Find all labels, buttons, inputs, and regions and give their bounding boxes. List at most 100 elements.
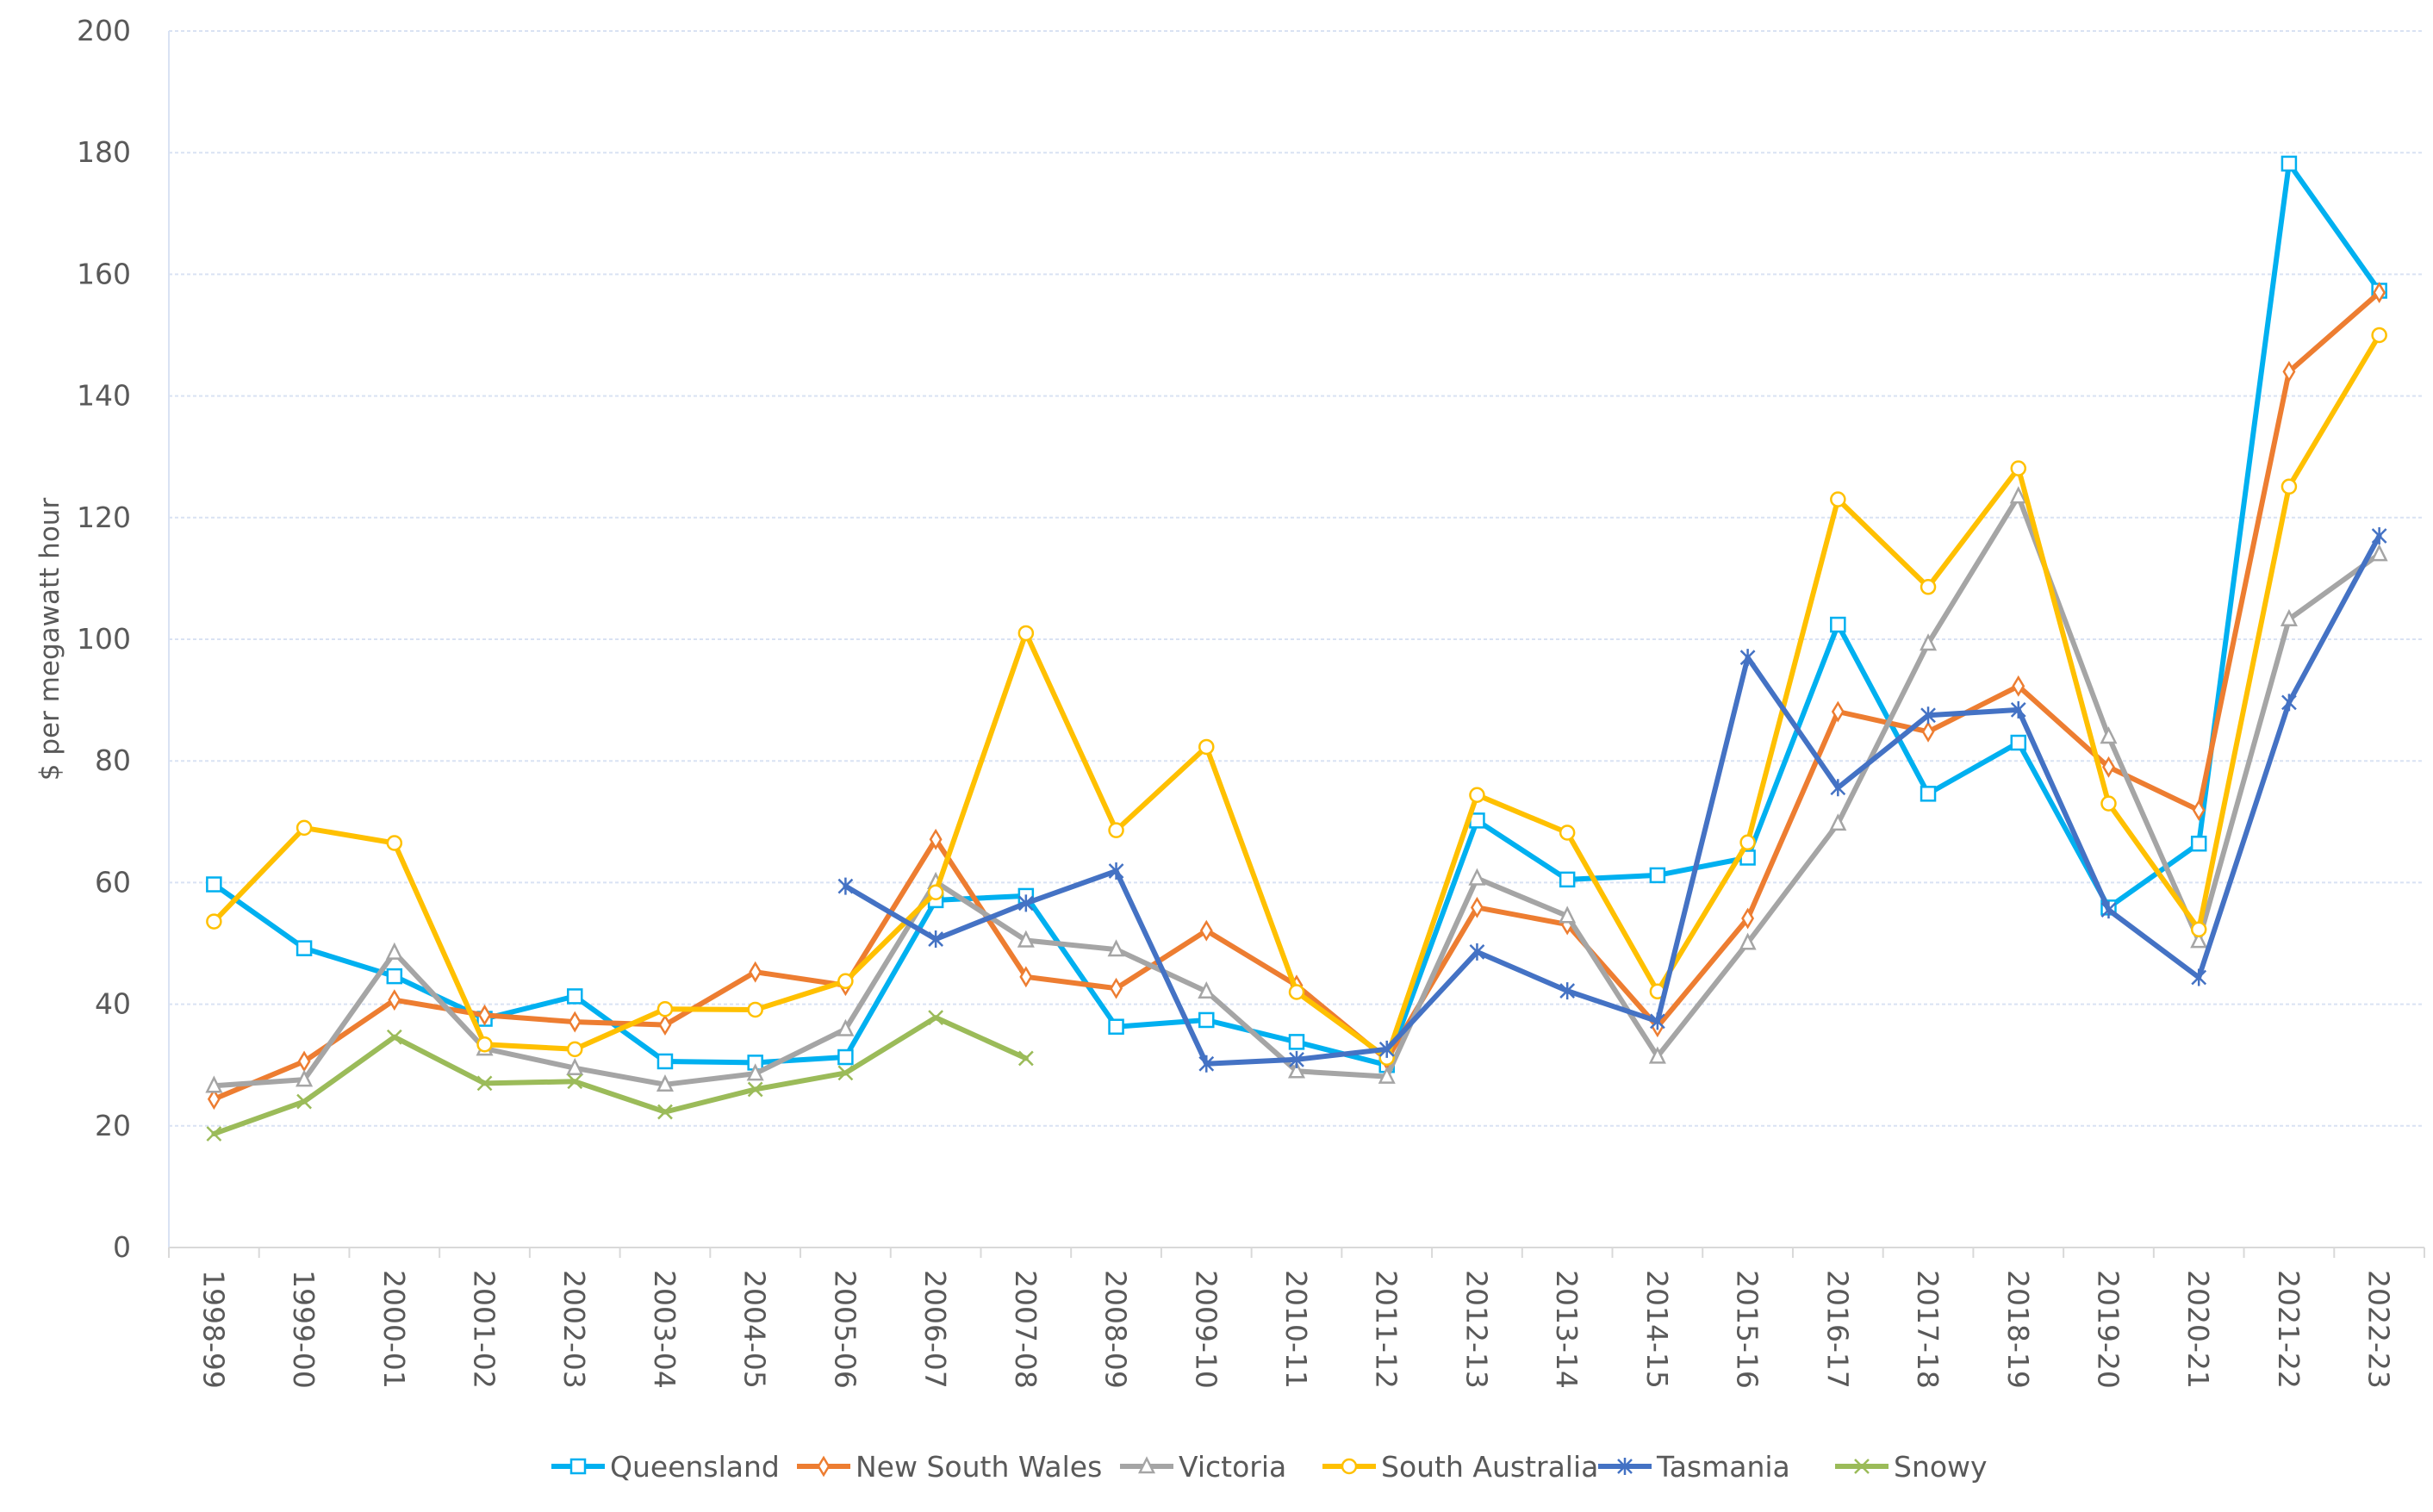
legend-label: Queensland — [610, 1450, 780, 1484]
data-point-new-south-wales — [2373, 282, 2386, 304]
data-point-south-australia — [2281, 478, 2298, 495]
x-tick-label: 2017-18 — [1911, 1270, 1945, 1389]
data-point-queensland — [1559, 871, 1576, 888]
series-south-australia — [206, 327, 2387, 1066]
data-point-south-australia — [927, 884, 944, 900]
legend-label: New South Wales — [856, 1450, 1102, 1484]
data-point-victoria — [385, 942, 403, 960]
data-point-new-south-wales — [478, 1004, 491, 1026]
x-tick-label: 2010-11 — [1279, 1270, 1313, 1389]
data-point-south-australia — [1198, 738, 1215, 756]
data-point-new-south-wales — [388, 989, 401, 1011]
y-tick-label: 20 — [95, 1109, 131, 1142]
data-point-tasmania — [2371, 526, 2387, 544]
data-point-victoria — [1468, 868, 1486, 886]
x-tick-label: 2002-03 — [557, 1270, 591, 1389]
y-tick-label: 60 — [95, 865, 131, 899]
data-point-tasmania — [2100, 901, 2117, 919]
data-point-tasmania — [1378, 1040, 1395, 1058]
legend-marker-x — [1854, 1459, 1870, 1474]
series-victoria — [205, 486, 2388, 1093]
x-tick-label: 2007-08 — [1009, 1270, 1042, 1389]
data-point-tasmania — [837, 877, 854, 895]
data-point-victoria — [205, 1075, 223, 1093]
data-point-new-south-wales — [297, 1050, 311, 1073]
data-point-victoria — [2280, 608, 2298, 626]
legend-label: Tasmania — [1656, 1450, 1790, 1484]
x-tick-label: 2020-21 — [2181, 1270, 2215, 1389]
x-tick-label: 2016-17 — [1820, 1270, 1854, 1389]
legend-label: South Australia — [1381, 1450, 1598, 1484]
x-tick-label: 2022-23 — [2362, 1270, 2396, 1389]
y-tick-label: 120 — [77, 501, 131, 534]
data-point-tasmania — [1649, 1012, 1665, 1030]
data-point-new-south-wales — [1921, 720, 1935, 743]
data-point-tasmania — [1920, 706, 1936, 725]
data-point-victoria — [1198, 980, 1216, 999]
data-point-tasmania — [1289, 1050, 1304, 1068]
data-point-new-south-wales — [2192, 799, 2206, 821]
data-point-snowy — [1017, 1050, 1034, 1067]
data-point-queensland — [2190, 835, 2207, 852]
x-axis-ticks: 1998-99 1999-00 2000-01 2001-02 2002-03 2003-… — [196, 1270, 2395, 1389]
data-point-victoria — [1378, 1066, 1396, 1084]
data-point-victoria — [1648, 1046, 1666, 1064]
data-point-new-south-wales — [1199, 919, 1213, 942]
legend-item-new-south-wales: New South Wales — [797, 1450, 1102, 1484]
x-tick-label: 2019-20 — [2091, 1270, 2125, 1389]
data-point-south-australia — [1739, 834, 1756, 851]
data-point-queensland — [566, 988, 583, 1005]
data-point-victoria — [1829, 813, 1847, 831]
y-tick-label: 100 — [77, 622, 131, 656]
data-point-south-australia — [2100, 795, 2117, 812]
gridlines — [168, 30, 2425, 1258]
legend-item-snowy: Snowy — [1835, 1450, 1988, 1484]
data-point-south-australia — [656, 1000, 674, 1017]
data-point-south-australia — [206, 913, 222, 930]
data-point-south-australia — [1288, 984, 1305, 1000]
data-point-new-south-wales — [749, 961, 762, 983]
data-point-tasmania — [2191, 968, 2207, 986]
data-point-new-south-wales — [207, 1088, 221, 1111]
x-tick-label: 2009-10 — [1189, 1270, 1223, 1389]
data-point-queensland — [206, 876, 222, 893]
data-point-south-australia — [1017, 625, 1035, 642]
legend-label: Snowy — [1894, 1450, 1988, 1484]
data-point-new-south-wales — [1110, 977, 1123, 999]
data-point-snowy — [567, 1073, 583, 1090]
x-tick-label: 2005-06 — [828, 1270, 862, 1389]
y-tick-label: 140 — [77, 379, 131, 413]
data-point-new-south-wales — [568, 1011, 582, 1033]
legend-item-queensland: Queensland — [551, 1450, 780, 1484]
x-tick-label: 2000-01 — [377, 1270, 411, 1389]
x-tick-label: 2004-05 — [738, 1270, 772, 1389]
legend-marker-star — [1617, 1458, 1633, 1475]
y-tick-label: 40 — [95, 987, 131, 1021]
legend-label: Victoria — [1179, 1450, 1286, 1484]
data-point-victoria — [2190, 930, 2208, 949]
x-tick-label: 2018-19 — [2001, 1270, 2035, 1389]
data-point-new-south-wales — [1831, 700, 1845, 723]
data-point-new-south-wales — [2102, 756, 2115, 778]
data-point-new-south-wales — [1019, 966, 1033, 988]
data-point-south-australia — [1108, 822, 1124, 838]
data-point-south-australia — [1920, 579, 1937, 595]
data-point-victoria — [566, 1057, 584, 1075]
data-point-south-australia — [566, 1041, 583, 1058]
data-point-south-australia — [296, 819, 313, 837]
data-point-new-south-wales — [2012, 675, 2025, 697]
x-tick-label: 2013-14 — [1550, 1270, 1584, 1389]
data-point-queensland — [2281, 155, 2298, 172]
data-point-queensland — [386, 968, 403, 985]
data-point-south-australia — [1830, 491, 1846, 507]
legend-marker-diamond — [817, 1455, 831, 1478]
data-point-new-south-wales — [1741, 907, 1755, 930]
series-tasmania — [837, 526, 2387, 1073]
data-point-victoria — [746, 1063, 764, 1081]
y-axis-ticks: 0 20 40 60 80 100 120 140 160 180 200 — [77, 14, 131, 1264]
y-tick-label: 200 — [77, 14, 131, 47]
data-point-queensland — [1649, 867, 1666, 884]
legend: Queensland New South Wales Victoria South A… — [551, 1450, 1988, 1484]
x-tick-label: 1999-00 — [287, 1270, 320, 1389]
